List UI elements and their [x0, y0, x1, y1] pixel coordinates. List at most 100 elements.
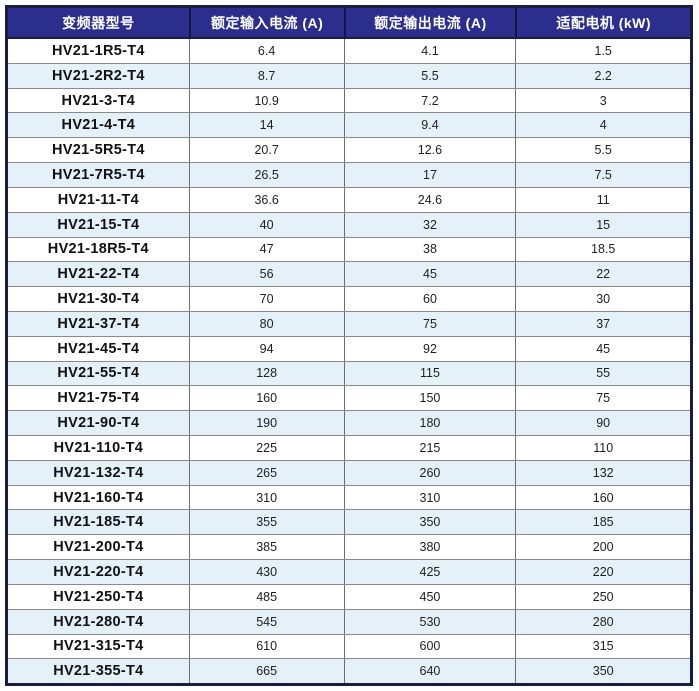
output-current-cell: 600 [343, 634, 516, 659]
table-row: HV21-18R5-T4 47 38 18.5 [8, 236, 690, 262]
motor-power-cell: 280 [515, 609, 690, 634]
model-cell: HV21-355-T4 [53, 663, 144, 680]
header-motor-power: 适配电机 (kW) [515, 8, 690, 37]
motor-power-cell: 315 [515, 634, 690, 659]
model-cell: HV21-11-T4 [57, 191, 139, 208]
input-current-cell: 225 [188, 436, 344, 460]
motor-power-cell: 4 [515, 113, 690, 138]
motor-power-cell: 220 [515, 560, 690, 584]
input-current-cell: 94 [188, 336, 344, 361]
output-current-cell: 5.5 [343, 63, 516, 88]
model-cell: HV21-15-T4 [57, 216, 140, 233]
model-cell: HV21-280-T4 [53, 613, 144, 630]
model-cell: HV21-37-T4 [57, 315, 140, 332]
table-row: HV21-2R2-T4 8.7 5.5 2.2 [8, 62, 690, 88]
output-current-cell: 425 [343, 560, 516, 584]
output-current-cell: 38 [343, 237, 516, 262]
input-current-cell: 26.5 [188, 163, 344, 187]
table-row: HV21-55-T4 128 115 55 [8, 360, 690, 386]
model-cell: HV21-4-T4 [61, 117, 136, 134]
table-row: HV21-22-T4 56 45 22 [8, 261, 690, 287]
output-current-cell: 350 [343, 510, 516, 535]
table-row: HV21-355-T4 665 640 350 [8, 658, 690, 684]
input-current-cell: 545 [188, 609, 344, 634]
input-current-cell: 47 [188, 237, 344, 262]
header-rated-output-current: 额定输出电流 (A) [343, 8, 516, 37]
model-cell: HV21-22-T4 [57, 266, 140, 283]
table-row: HV21-280-T4 545 530 280 [8, 608, 690, 634]
output-current-cell: 75 [343, 311, 516, 336]
motor-power-cell: 90 [515, 411, 690, 435]
motor-power-cell: 110 [515, 436, 690, 460]
input-current-cell: 485 [188, 584, 344, 609]
input-current-cell: 56 [188, 262, 344, 287]
output-current-cell: 310 [343, 485, 516, 510]
motor-power-cell: 185 [515, 510, 690, 535]
table-row: HV21-90-T4 190 180 90 [8, 410, 690, 435]
model-cell: HV21-250-T4 [53, 588, 144, 605]
input-current-cell: 265 [188, 460, 344, 485]
motor-power-cell: 160 [515, 485, 690, 510]
table-row: HV21-160-T4 310 310 160 [8, 484, 690, 510]
motor-power-cell: 30 [515, 287, 690, 311]
motor-power-cell: 18.5 [515, 237, 690, 262]
input-current-cell: 80 [188, 311, 344, 336]
table-row: HV21-110-T4 225 215 110 [8, 435, 690, 460]
table-row: HV21-315-T4 610 600 315 [8, 633, 690, 659]
output-current-cell: 12.6 [343, 138, 516, 163]
input-current-cell: 310 [188, 485, 344, 510]
model-cell: HV21-110-T4 [53, 439, 144, 456]
output-current-cell: 640 [343, 659, 516, 684]
header-model: 变频器型号 [62, 14, 135, 31]
input-current-cell: 355 [188, 510, 344, 535]
model-cell: HV21-160-T4 [53, 489, 144, 506]
motor-power-cell: 250 [515, 584, 690, 609]
table-row: HV21-132-T4 265 260 132 [8, 459, 690, 485]
table-row: HV21-5R5-T4 20.7 12.6 5.5 [8, 137, 690, 163]
model-cell: HV21-5R5-T4 [51, 142, 145, 159]
output-current-cell: 17 [343, 163, 516, 187]
model-cell: HV21-7R5-T4 [51, 166, 145, 183]
table-row: HV21-15-T4 40 32 15 [8, 211, 690, 237]
table-row: HV21-4-T4 14 9.4 4 [8, 112, 690, 138]
table-row: HV21-220-T4 430 425 220 [8, 559, 690, 584]
model-cell: HV21-30-T4 [57, 291, 140, 308]
table-body: HV21-1R5-T4 6.4 4.1 1.5 HV21-2R2-T4 8.7 5.5 2.2… [8, 39, 690, 684]
input-current-cell: 160 [188, 386, 344, 411]
input-current-cell: 128 [188, 361, 344, 386]
table-row: HV21-250-T4 485 450 250 [8, 583, 690, 609]
output-current-cell: 150 [343, 386, 516, 411]
output-current-cell: 450 [343, 584, 516, 609]
input-current-cell: 190 [188, 411, 344, 435]
input-current-cell: 665 [188, 659, 344, 684]
table-row: HV21-37-T4 80 75 37 [8, 310, 690, 336]
model-cell: HV21-3-T4 [61, 92, 136, 109]
input-current-cell: 70 [188, 287, 344, 311]
input-current-cell: 20.7 [188, 138, 344, 163]
table-row: HV21-7R5-T4 26.5 17 7.5 [8, 162, 690, 187]
input-current-cell: 40 [188, 212, 344, 237]
table-row: HV21-1R5-T4 6.4 4.1 1.5 [8, 39, 690, 63]
output-current-cell: 260 [343, 460, 516, 485]
output-current-cell: 32 [343, 212, 516, 237]
input-current-cell: 8.7 [188, 63, 344, 88]
model-cell: HV21-90-T4 [57, 415, 140, 432]
model-cell: HV21-18R5-T4 [47, 241, 149, 258]
output-current-cell: 7.2 [343, 88, 516, 113]
table-row: HV21-30-T4 70 60 30 [8, 286, 690, 311]
output-current-cell: 4.1 [343, 39, 516, 63]
motor-power-cell: 11 [515, 187, 690, 212]
model-cell: HV21-45-T4 [57, 340, 140, 357]
motor-power-cell: 55 [515, 361, 690, 386]
motor-power-cell: 37 [515, 311, 690, 336]
motor-power-cell: 5.5 [515, 138, 690, 163]
output-current-cell: 24.6 [343, 187, 516, 212]
output-current-cell: 9.4 [343, 113, 516, 138]
motor-power-cell: 350 [515, 659, 690, 684]
motor-power-cell: 2.2 [515, 63, 690, 88]
output-current-cell: 115 [343, 361, 516, 386]
table-row: HV21-200-T4 385 380 200 [8, 534, 690, 560]
model-cell: HV21-220-T4 [53, 563, 144, 580]
table-row: HV21-3-T4 10.9 7.2 3 [8, 87, 690, 113]
input-current-cell: 6.4 [188, 39, 344, 63]
